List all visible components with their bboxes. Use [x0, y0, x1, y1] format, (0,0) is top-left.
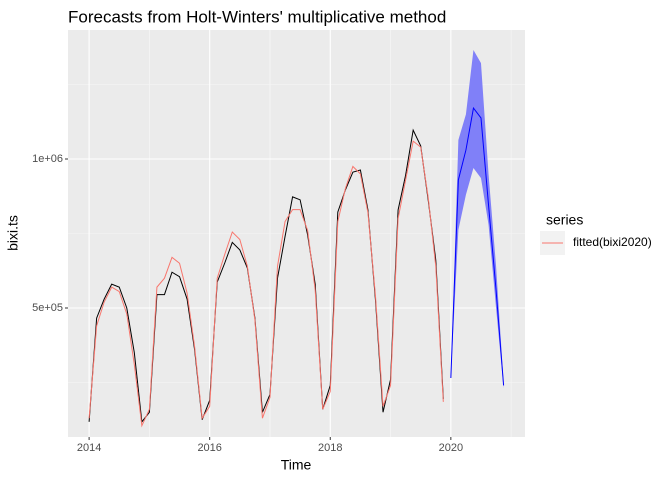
y-axis-title: bixi.ts: [5, 215, 21, 251]
forecast-band: [450, 49, 504, 389]
x-tick-label: 2018: [318, 442, 342, 454]
y-tick-label: 1e+06: [32, 153, 63, 165]
legend-title: series: [546, 212, 583, 228]
legend-label: fitted(bixi2020): [573, 235, 652, 249]
x-tick-label: 2014: [77, 442, 101, 454]
series-line: [88, 128, 444, 424]
chart-title: Forecasts from Holt-Winters' multiplicat…: [68, 7, 446, 26]
y-tick-label: 5e+05: [32, 302, 63, 314]
x-tick-label: 2016: [197, 442, 221, 454]
x-axis-title: Time: [281, 457, 312, 473]
x-tick-label: 2020: [439, 442, 463, 454]
series-line: [450, 106, 505, 386]
series-line: [88, 140, 444, 428]
